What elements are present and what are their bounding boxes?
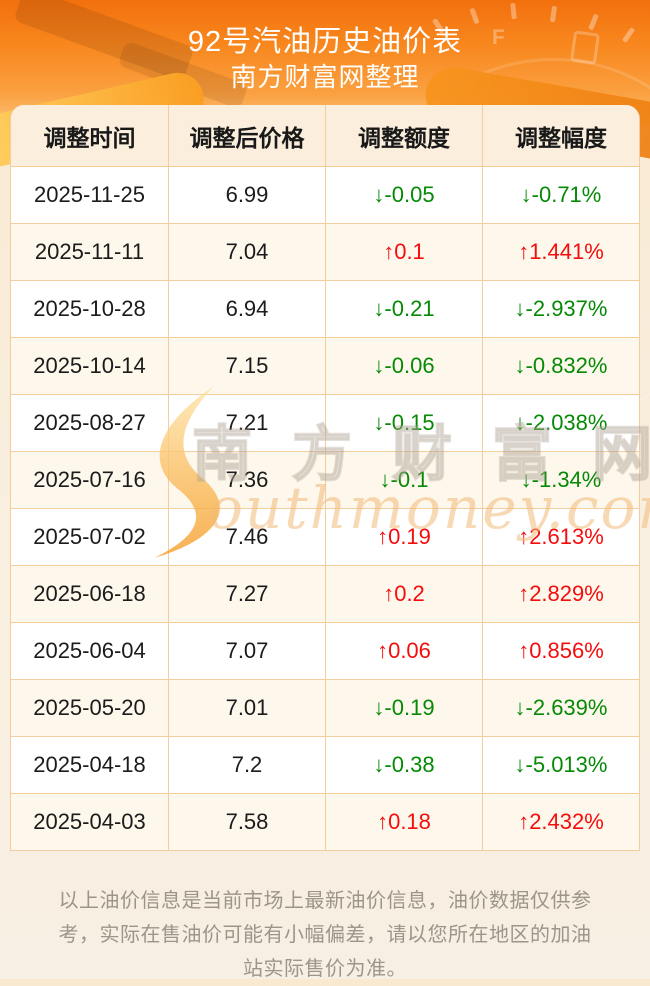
page-title: 92号汽油历史油价表 [187, 26, 463, 58]
cell-price: 7.46 [168, 508, 325, 565]
table-row: 2025-06-04 7.07 ↑0.06 ↑0.856% [11, 622, 639, 679]
cell-pct: ↓-0.71% [482, 166, 639, 223]
cell-change: ↑0.1 [325, 223, 482, 280]
cell-date: 2025-04-03 [11, 793, 168, 850]
cell-change: ↑0.2 [325, 565, 482, 622]
table-row: 2025-11-25 6.99 ↓-0.05 ↓-0.71% [11, 166, 639, 223]
cell-date: 2025-06-04 [11, 622, 168, 679]
table-row: 2025-04-18 7.2 ↓-0.38 ↓-5.013% [11, 736, 639, 793]
cell-change: ↓-0.06 [325, 337, 482, 394]
cell-pct: ↑2.829% [482, 565, 639, 622]
cell-pct: ↓-2.937% [482, 280, 639, 337]
table-row: 2025-07-02 7.46 ↑0.19 ↑2.613% [11, 508, 639, 565]
table-row: 2025-11-11 7.04 ↑0.1 ↑1.441% [11, 223, 639, 280]
table-row: 2025-10-28 6.94 ↓-0.21 ↓-2.937% [11, 280, 639, 337]
cell-pct: ↓-0.832% [482, 337, 639, 394]
cell-date: 2025-11-25 [11, 166, 168, 223]
cell-pct: ↓-1.34% [482, 451, 639, 508]
cell-change: ↑0.06 [325, 622, 482, 679]
cell-pct: ↓-5.013% [482, 736, 639, 793]
cell-date: 2025-08-27 [11, 394, 168, 451]
cell-price: 7.27 [168, 565, 325, 622]
disclaimer-text: 以上油价信息是当前市场上最新油价信息，油价数据仅供参考，实际在售油价可能有小幅偏… [58, 890, 592, 980]
cell-change: ↓-0.1 [325, 451, 482, 508]
cell-change: ↓-0.19 [325, 679, 482, 736]
column-header-change: 调整额度 [325, 105, 482, 166]
cell-pct: ↓-2.038% [482, 394, 639, 451]
cell-date: 2025-10-14 [11, 337, 168, 394]
table-row: 2025-07-16 7.36 ↓-0.1 ↓-1.34% [11, 451, 639, 508]
cell-price: 7.01 [168, 679, 325, 736]
column-header-date: 调整时间 [43, 124, 136, 151]
cell-pct: ↑1.441% [482, 223, 639, 280]
table-row: 2025-10-14 7.15 ↓-0.06 ↓-0.832% [11, 337, 639, 394]
cell-price: 7.2 [168, 736, 325, 793]
cell-price: 7.15 [168, 337, 325, 394]
cell-price: 7.21 [168, 394, 325, 451]
cell-change: ↑0.18 [325, 793, 482, 850]
column-header-pct: 调整幅度 [482, 105, 639, 166]
table-row: 2025-06-18 7.27 ↑0.2 ↑2.829% [11, 565, 639, 622]
cell-pct: ↑2.432% [482, 793, 639, 850]
cell-change: ↓-0.38 [325, 736, 482, 793]
cell-date: 2025-10-28 [11, 280, 168, 337]
cell-date: 2025-07-16 [11, 451, 168, 508]
gauge-full-label: F [492, 26, 505, 49]
cell-price: 7.58 [168, 793, 325, 850]
price-history-table: 调整时间 调整后价格 调整额度 调整幅度 2025-11-25 6.99 ↓-0… [10, 105, 640, 851]
cell-change: ↑0.19 [325, 508, 482, 565]
cell-change: ↓-0.05 [325, 166, 482, 223]
cell-date: 2025-05-20 [11, 679, 168, 736]
cell-date: 2025-07-02 [11, 508, 168, 565]
cell-date: 2025-11-11 [11, 223, 168, 280]
table-row: 2025-04-03 7.58 ↑0.18 ↑2.432% [11, 793, 639, 850]
page-subtitle: 南方财富网整理 [230, 62, 420, 92]
cell-price: 7.36 [168, 451, 325, 508]
cell-price: 7.07 [168, 622, 325, 679]
table-row: 2025-08-27 7.21 ↓-0.15 ↓-2.038% [11, 394, 639, 451]
cell-pct: ↑0.856% [482, 622, 639, 679]
cell-date: 2025-04-18 [11, 736, 168, 793]
cell-price: 6.94 [168, 280, 325, 337]
table-header-row: 调整时间 调整后价格 调整额度 调整幅度 [11, 105, 639, 166]
cell-date: 2025-06-18 [11, 565, 168, 622]
column-header-price: 调整后价格 [168, 105, 325, 166]
cell-change: ↓-0.21 [325, 280, 482, 337]
table-row: 2025-05-20 7.01 ↓-0.19 ↓-2.639% [11, 679, 639, 736]
cell-pct: ↑2.613% [482, 508, 639, 565]
cell-price: 6.99 [168, 166, 325, 223]
cell-price: 7.04 [168, 223, 325, 280]
cell-pct: ↓-2.639% [482, 679, 639, 736]
cell-change: ↓-0.15 [325, 394, 482, 451]
gauge-tick [510, 2, 517, 20]
table-body: 2025-11-25 6.99 ↓-0.05 ↓-0.71% 2025-11-1… [11, 166, 639, 850]
